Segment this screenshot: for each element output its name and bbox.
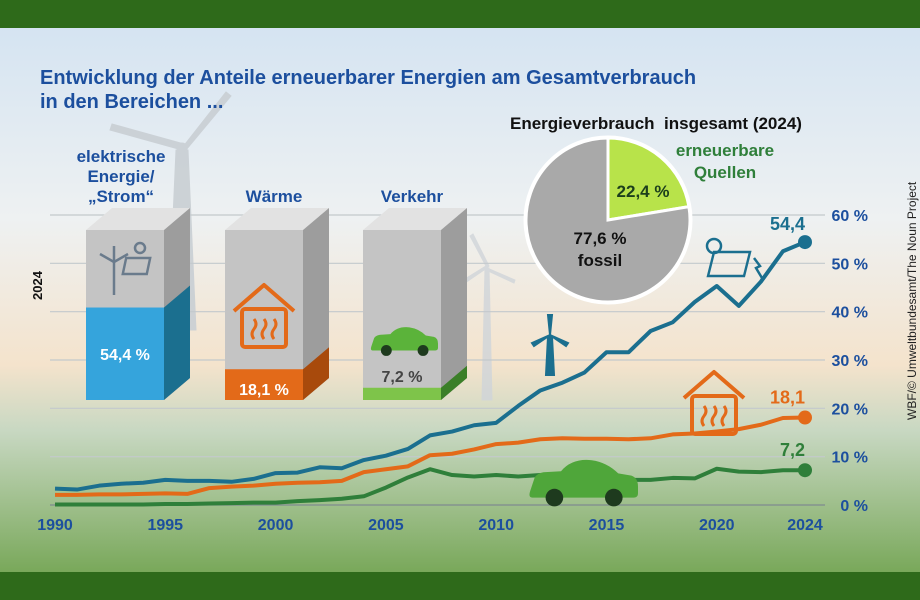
bar-side-face (303, 208, 329, 400)
bar-fill-side (164, 285, 190, 400)
bar-category-label: Energie/ (87, 167, 154, 186)
car-wheel (417, 345, 429, 356)
car-wheel (545, 488, 564, 507)
house-heat-icon (232, 283, 296, 349)
chart-title: Entwicklung der Anteile erneuerbarer Ene… (40, 66, 860, 114)
bar-category-label: elektrische (77, 147, 166, 166)
bar-value-label: 7,2 % (382, 369, 423, 386)
house-roof (682, 370, 746, 400)
y-tick-label: 0 % (840, 498, 868, 515)
pie-slice-label: erneuerbare (676, 141, 774, 160)
bar-fill (363, 387, 441, 400)
solar-panel (121, 256, 152, 276)
x-tick-label: 1990 (37, 517, 73, 534)
series-line-strom (54, 240, 806, 492)
series-line-waerme (55, 415, 806, 497)
pie-slice-value-label: 77,6 % (574, 229, 627, 248)
pie-outline (523, 135, 693, 305)
x-tick-label: 1995 (147, 517, 183, 534)
car-body (529, 459, 638, 498)
y-tick-label: 20 % (832, 401, 868, 418)
series-end-label-strom: 54,4 (770, 214, 805, 234)
series-lines: 54,4 18,1 7,2 (54, 214, 812, 507)
bar-fill (86, 307, 164, 400)
bar-category-label: „Strom“ (88, 187, 154, 206)
turbine-blade (113, 252, 129, 264)
car-wheel (380, 345, 392, 356)
x-tick-label: 2005 (368, 517, 404, 534)
bar-top-face (86, 208, 190, 230)
car-body (370, 327, 438, 351)
lightning (753, 257, 764, 279)
bar-2: 7,2 % Verkehr (363, 187, 467, 400)
y-tick-label: 10 % (832, 450, 868, 467)
bar-category-label: Wärme (246, 187, 303, 206)
x-tick-label: 2024 (787, 517, 823, 534)
house-heat-icon-2 (682, 370, 746, 436)
title-line-1: Entwicklung der Anteile erneuerbarer Ene… (40, 67, 697, 89)
sun (133, 241, 147, 255)
series-end-point-verkehr (798, 463, 812, 478)
car-wheel (605, 488, 623, 507)
bar-category-label: Verkehr (381, 187, 444, 206)
bottom-frame-bar (0, 572, 920, 600)
title-line-2: in den Bereichen ... (40, 91, 224, 113)
bar-fill-side (303, 347, 329, 400)
pie-slice-value-label: 22,4 % (617, 182, 670, 201)
solar-panel-icon (705, 237, 764, 279)
bar-fill-side (441, 365, 467, 400)
bar-background (363, 230, 441, 400)
y-tick-label: 60 % (832, 208, 868, 225)
bar-1: 18,1 % Wärme (225, 187, 329, 400)
credit-text: WBF/© Umweltbundesamt/The Noun Project (905, 181, 919, 420)
heat-waves (250, 318, 278, 340)
bar-fill (225, 369, 303, 400)
x-tick-label: 2010 (478, 517, 514, 534)
solar-panel (706, 250, 752, 278)
house-body (690, 394, 738, 436)
top-frame-bar (0, 0, 920, 28)
series-end-point-strom (798, 235, 812, 250)
wind-solar-icon (99, 241, 152, 295)
y-tick-label: 40 % (832, 305, 868, 322)
bar-value-label: 18,1 % (239, 382, 289, 399)
wind-turbine-icon (530, 314, 570, 376)
turbine-blade (99, 252, 115, 264)
bar-side-face (441, 208, 467, 400)
pie-chart-2024: 22,4 % 77,6 % fossil erneuerbare Quellen (523, 135, 774, 305)
heat-waves (700, 405, 728, 427)
pie-slice-label: fossil (578, 251, 622, 270)
series-end-label-verkehr: 7,2 (780, 440, 805, 460)
bar-top-face (225, 208, 329, 230)
y-tick-label: 50 % (832, 256, 868, 273)
pie-slice-label: Quellen (694, 163, 756, 182)
decorative-icons (99, 237, 764, 507)
series-end-point-waerme (798, 410, 812, 425)
house-body (240, 307, 288, 349)
x-tick-label: 2015 (589, 517, 625, 534)
axis-labels: 0 % 10 % 20 % 30 % 40 % 50 % 60 % 1990 1995 2000 2… (37, 208, 868, 534)
turbine-blade (549, 334, 570, 348)
turbine-blade (530, 334, 551, 348)
house-roof (232, 283, 296, 313)
x-tick-label: 2020 (699, 517, 735, 534)
y-tick-label: 30 % (832, 353, 868, 370)
series-end-label-waerme: 18,1 (770, 388, 805, 408)
bar-year-label: 2024 (30, 271, 45, 300)
car-icon (370, 327, 438, 356)
bar-top-face (363, 208, 467, 230)
bar-value-label: 54,4 % (100, 347, 150, 364)
pie-title: Energieverbrauch insgesamt (2024) (510, 114, 802, 133)
car-icon-2 (529, 459, 638, 507)
series-line-verkehr (55, 466, 805, 507)
turbine-mast (544, 336, 556, 376)
turbine-blade (546, 314, 554, 336)
x-tick-label: 2000 (258, 517, 294, 534)
